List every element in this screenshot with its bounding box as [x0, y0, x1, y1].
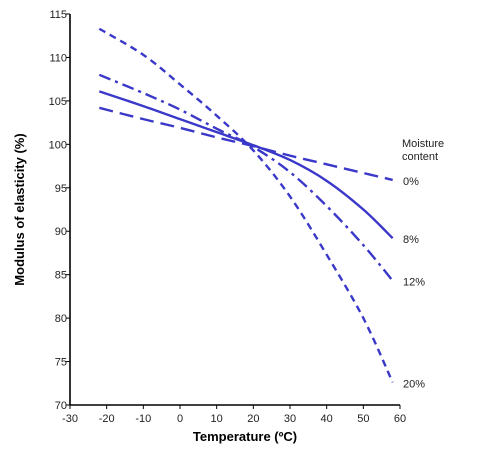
x-tick-label: -10 [135, 413, 151, 425]
x-tick-label: 50 [357, 413, 369, 425]
x-tick-label: 20 [247, 413, 259, 425]
series-lines [98, 27, 394, 383]
x-tick-label: -20 [99, 413, 115, 425]
y-tick-label: 70 [55, 400, 67, 412]
y-tick-label: 80 [55, 313, 67, 325]
y-ticks: 70 75 80 85 90 95 100 105 110 115 [49, 9, 70, 412]
legend-title-line-2: content [402, 151, 438, 163]
y-tick-label: 100 [49, 139, 67, 151]
y-tick-label: 85 [55, 270, 67, 282]
y-tick-label: 95 [55, 183, 67, 195]
series-label-20pct: 20% [403, 378, 425, 390]
x-tick-label: 0 [177, 413, 183, 425]
series-line-0pct [99, 106, 393, 182]
x-tick-label: 60 [394, 413, 406, 425]
legend-title-line-1: Moisture [402, 138, 444, 150]
series-line-20pct [98, 27, 394, 383]
y-axis-title: Modulus of elasticity (%) [12, 133, 27, 285]
series-labels: 0% 8% 12% 20% [403, 176, 425, 390]
series-line-8pct [98, 90, 394, 240]
x-tick-label: -30 [62, 413, 78, 425]
x-tick-label: 10 [211, 413, 223, 425]
y-tick-label: 90 [55, 226, 67, 238]
series-line-12pct [98, 73, 394, 282]
x-tick-label: 30 [284, 413, 296, 425]
x-ticks: -30 -20 -10 0 10 20 30 40 50 60 [62, 405, 406, 425]
y-tick-label: 115 [49, 9, 67, 21]
x-tick-label: 40 [321, 413, 333, 425]
y-tick-label: 75 [55, 357, 67, 369]
axes [69, 14, 400, 406]
y-tick-label: 110 [49, 52, 67, 64]
series-label-0pct: 0% [403, 176, 419, 188]
series-label-12pct: 12% [403, 277, 425, 289]
series-label-8pct: 8% [403, 234, 419, 246]
y-tick-label: 105 [49, 96, 67, 108]
x-axis-title: Temperature (ºC) [193, 429, 297, 444]
